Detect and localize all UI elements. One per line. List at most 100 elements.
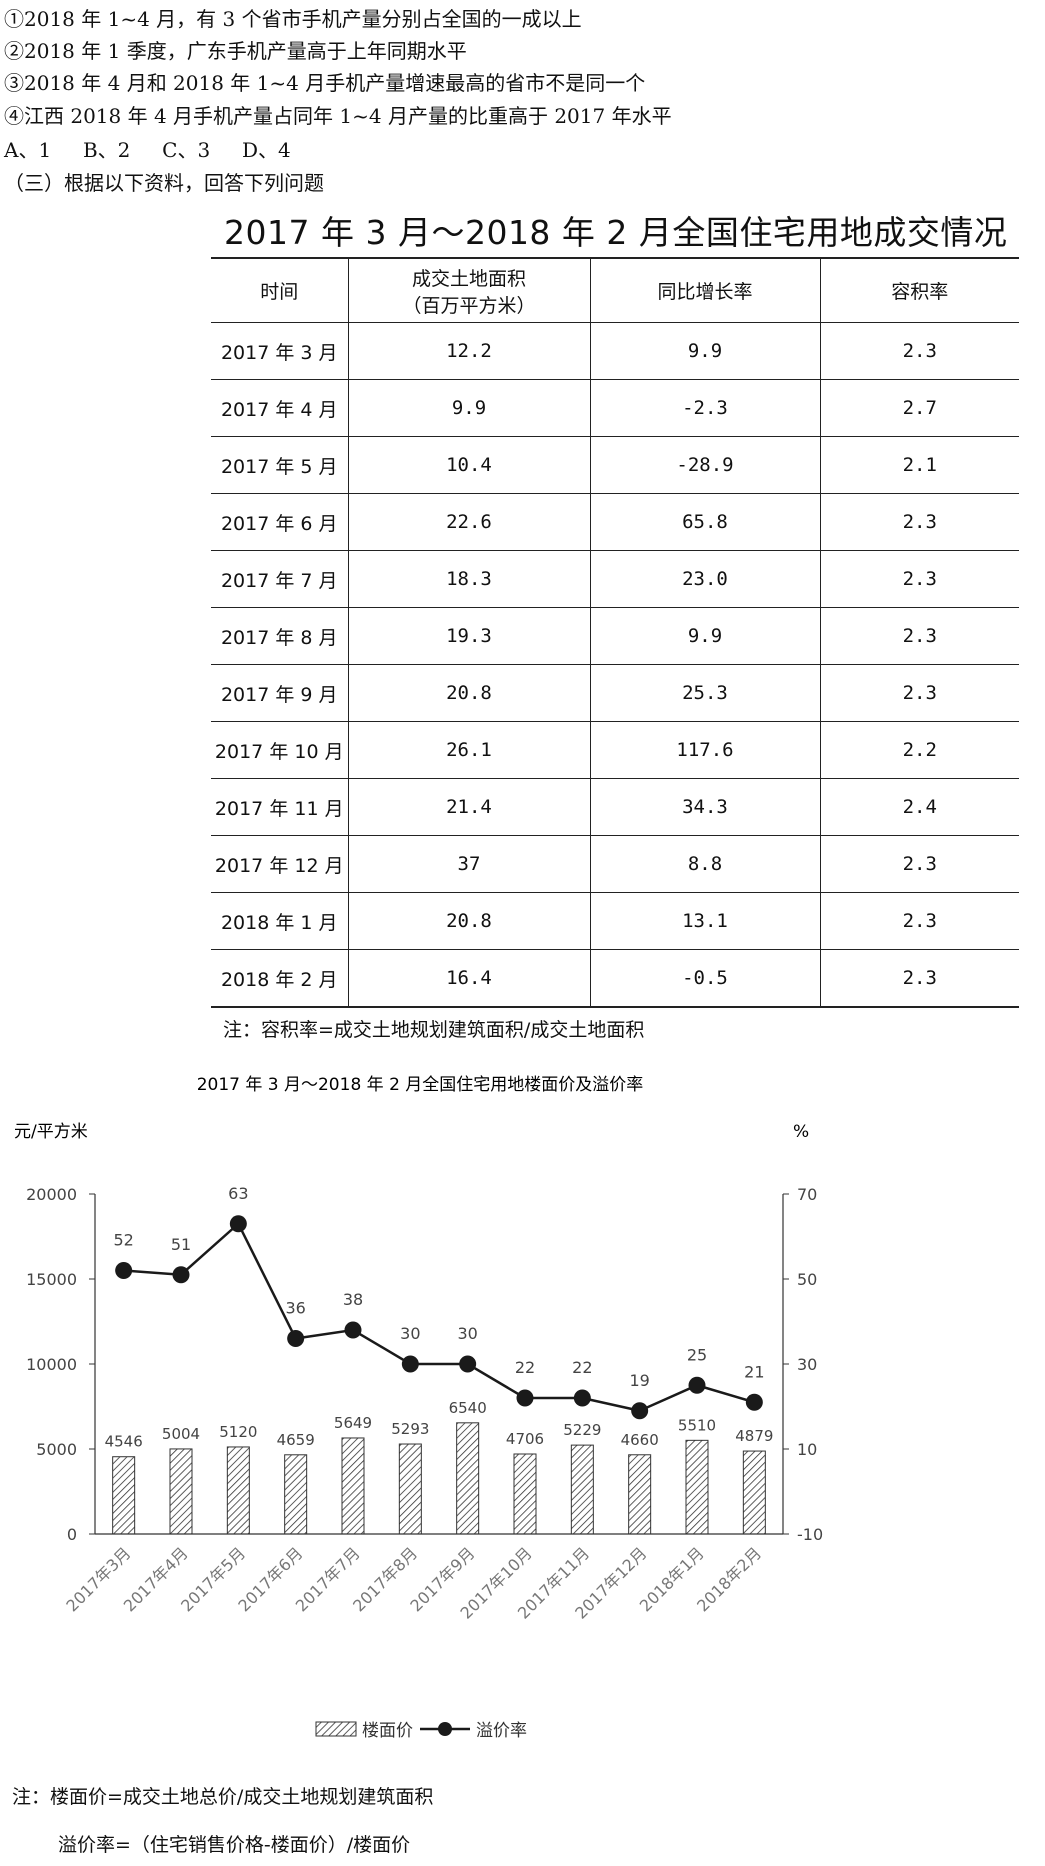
cell-far: 2.3: [819, 493, 1019, 551]
cell-growth: 8.8: [589, 835, 820, 893]
table-row: 2017 年 12 月 37 8.8 2.3: [211, 835, 1019, 893]
cell-time: 2017 年 4 月: [211, 379, 348, 437]
cell-area: 22.6: [347, 493, 590, 551]
price-premium-chart: 2017 年 3 月～2018 年 2 月全国住宅用地楼面价及溢价率 元/平方米…: [14, 1075, 823, 1741]
left-tick-label: 15000: [26, 1270, 77, 1289]
left-tick-label: 10000: [26, 1355, 77, 1374]
premium-label: 63: [228, 1184, 248, 1203]
cell-area: 20.8: [347, 664, 590, 722]
cell-time: 2018 年 1 月: [211, 892, 348, 950]
answer-options: A、1 B、2 C、3 D、4: [4, 138, 291, 162]
premium-label: 38: [343, 1290, 363, 1309]
cell-growth: -2.3: [589, 379, 820, 437]
cell-time: 2017 年 12 月: [211, 835, 348, 893]
legend-bar-swatch: [315, 1721, 357, 1737]
right-tick-label: 10: [797, 1440, 817, 1459]
price-bar-label: 4546: [105, 1433, 143, 1451]
premium-point: [344, 1321, 362, 1339]
cell-far: 2.3: [819, 835, 1019, 893]
price-bar-label: 4660: [621, 1431, 659, 1449]
cell-far: 2.3: [819, 550, 1019, 608]
price-bar: [112, 1456, 136, 1535]
table-row: 2017 年 10 月 26.1 117.6 2.2: [211, 721, 1019, 779]
premium-label: 22: [515, 1358, 535, 1377]
statement-1: ①2018 年 1~4 月，有 3 个省市手机产量分别占全国的一成以上: [4, 7, 582, 31]
header-far: 容积率: [819, 258, 1019, 323]
statement-3: ③2018 年 4 月和 2018 年 1~4 月手机产量增速最高的省市不是同一…: [4, 71, 646, 95]
premium-point: [516, 1389, 534, 1407]
section-heading: （三）根据以下资料，回答下列问题: [4, 171, 324, 195]
table-row: 2017 年 5 月 10.4 -28.9 2.1: [211, 436, 1019, 494]
cell-area: 20.8: [347, 892, 590, 950]
price-bar-label: 4706: [506, 1430, 544, 1448]
cell-area: 12.2: [347, 322, 590, 380]
table-row: 2017 年 3 月 12.2 9.9 2.3: [211, 322, 1019, 380]
chart-title: 2017 年 3 月～2018 年 2 月全国住宅用地楼面价及溢价率: [197, 1075, 644, 1095]
left-tick-label: 0: [67, 1525, 77, 1544]
premium-label: 30: [400, 1324, 420, 1343]
cell-growth: -28.9: [589, 436, 820, 494]
header-growth: 同比增长率: [589, 258, 820, 323]
price-bar: [284, 1454, 308, 1535]
cell-far: 2.4: [819, 778, 1019, 836]
cell-far: 2.2: [819, 721, 1019, 779]
header-area-unit: （百万平方米）: [402, 294, 536, 317]
premium-label: 19: [629, 1371, 649, 1390]
price-bar: [513, 1453, 537, 1535]
cell-area: 19.3: [347, 607, 590, 665]
table-title: 2017 年 3 月～2018 年 2 月全国住宅用地成交情况: [224, 213, 1008, 252]
premium-point: [688, 1376, 706, 1394]
table-row: 2017 年 11 月 21.4 34.3 2.4: [211, 778, 1019, 836]
price-bar-label: 5293: [391, 1420, 429, 1438]
table-row: 2017 年 6 月 22.6 65.8 2.3: [211, 493, 1019, 551]
table-row: 2017 年 8 月 19.3 9.9 2.3: [211, 607, 1019, 665]
cell-growth: 13.1: [589, 892, 820, 950]
chart-note-1: 注：楼面价=成交土地总价/成交土地规划建筑面积: [12, 1786, 434, 1808]
cell-growth: 117.6: [589, 721, 820, 779]
table-note: 注：容积率=成交土地规划建筑面积/成交土地面积: [223, 1019, 645, 1041]
cell-time: 2017 年 8 月: [211, 607, 348, 665]
premium-label: 36: [285, 1299, 305, 1318]
table-row: 2017 年 4 月 9.9 -2.3 2.7: [211, 379, 1019, 437]
table-row: 2018 年 1 月 20.8 13.1 2.3: [211, 892, 1019, 950]
premium-point: [745, 1393, 763, 1411]
cell-growth: 65.8: [589, 493, 820, 551]
premium-point: [287, 1330, 305, 1347]
cell-area: 26.1: [347, 721, 590, 779]
right-tick-label: 70: [797, 1185, 817, 1204]
price-bar-label: 5120: [219, 1423, 257, 1441]
right-axis-label: %: [793, 1122, 809, 1142]
header-area: 成交土地面积 （百万平方米）: [347, 258, 590, 323]
left-tick-label: 5000: [36, 1440, 77, 1459]
cell-time: 2017 年 9 月: [211, 664, 348, 722]
right-tick-label: 50: [797, 1270, 817, 1289]
legend-line-label: 溢价率: [476, 1721, 527, 1741]
premium-label: 21: [744, 1362, 764, 1381]
cell-growth: 9.9: [589, 322, 820, 380]
premium-label: 52: [113, 1231, 133, 1250]
cell-far: 2.3: [819, 949, 1019, 1008]
cell-area: 10.4: [347, 436, 590, 494]
price-bar: [628, 1454, 652, 1535]
price-bar-label: 6540: [449, 1399, 487, 1417]
price-bar-label: 4879: [735, 1427, 773, 1445]
price-bar: [685, 1439, 709, 1535]
statement-2: ②2018 年 1 季度，广东手机产量高于上年同期水平: [4, 39, 467, 63]
cell-time: 2017 年 6 月: [211, 493, 348, 551]
cell-far: 2.3: [819, 892, 1019, 950]
statement-4: ④江西 2018 年 4 月手机产量占同年 1~4 月产量的比重高于 2017 …: [4, 104, 672, 128]
price-bar: [226, 1446, 250, 1535]
premium-line: [123, 1221, 755, 1413]
premium-point: [631, 1402, 649, 1420]
cell-growth: 9.9: [589, 607, 820, 665]
premium-label: 51: [171, 1235, 191, 1254]
price-bar: [456, 1422, 480, 1535]
table-row: 2017 年 7 月 18.3 23.0 2.3: [211, 550, 1019, 608]
cell-growth: 23.0: [589, 550, 820, 608]
price-bar: [570, 1444, 594, 1535]
price-bar-label: 5004: [162, 1425, 200, 1443]
table-row: 2017 年 9 月 20.8 25.3 2.3: [211, 664, 1019, 722]
cell-far: 2.3: [819, 607, 1019, 665]
left-axis-label: 元/平方米: [14, 1122, 88, 1142]
cell-time: 2017 年 11 月: [211, 778, 348, 836]
